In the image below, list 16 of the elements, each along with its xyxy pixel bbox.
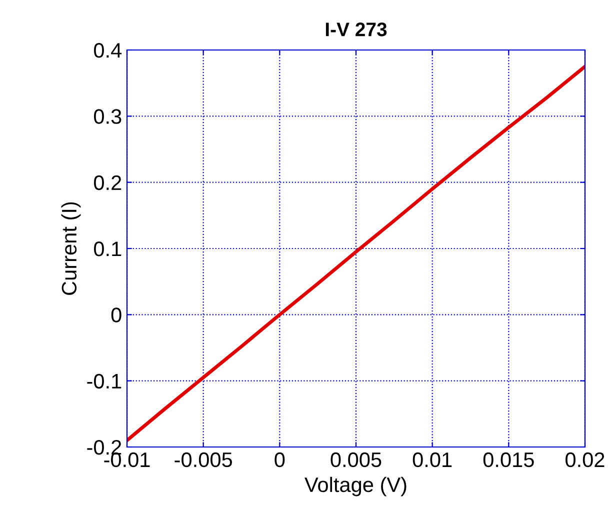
x-tick-label: 0.005 bbox=[330, 452, 382, 468]
y-tick-label: 0 bbox=[111, 308, 122, 322]
y-tick-label: 0.4 bbox=[94, 43, 122, 58]
chart-title: I-V 273 bbox=[326, 22, 387, 36]
x-tick-label: 0.01 bbox=[412, 452, 452, 468]
y-tick-label: -0.1 bbox=[87, 374, 122, 389]
x-tick-label: 0.02 bbox=[566, 452, 604, 468]
x-tick-label: 0.015 bbox=[483, 452, 534, 468]
x-axis-title: Voltage (V) bbox=[304, 476, 406, 496]
x-tick-label: 0 bbox=[274, 452, 285, 468]
x-tick-label: -0.005 bbox=[174, 452, 232, 468]
line-series bbox=[127, 64, 585, 442]
y-tick-label: 0.3 bbox=[94, 109, 122, 124]
y-axis-title: Current (I) bbox=[61, 202, 81, 295]
y-tick-label: 0.2 bbox=[94, 175, 122, 190]
y-tick-label: 0.1 bbox=[94, 242, 122, 256]
